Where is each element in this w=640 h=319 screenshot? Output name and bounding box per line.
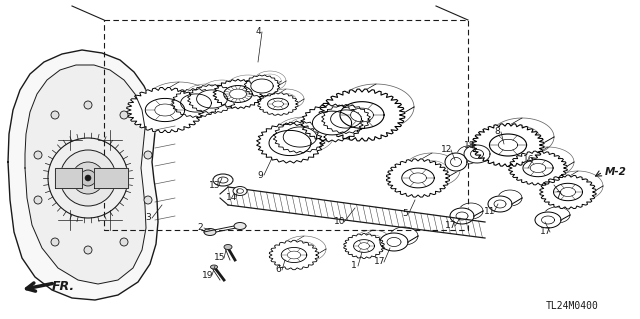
Polygon shape: [322, 104, 371, 134]
Text: FR.: FR.: [52, 280, 75, 293]
Text: 17: 17: [374, 257, 386, 266]
Polygon shape: [244, 75, 280, 97]
Text: 7: 7: [555, 190, 561, 199]
Ellipse shape: [233, 187, 247, 196]
Polygon shape: [464, 145, 490, 163]
Text: 18: 18: [464, 142, 476, 151]
Polygon shape: [380, 233, 408, 251]
Polygon shape: [540, 175, 596, 209]
Polygon shape: [127, 87, 204, 133]
Text: 2: 2: [197, 224, 203, 233]
Circle shape: [34, 196, 42, 204]
Polygon shape: [224, 85, 252, 102]
Text: 15: 15: [214, 254, 226, 263]
Text: 9: 9: [257, 170, 263, 180]
Circle shape: [80, 170, 96, 186]
Text: 6: 6: [275, 265, 281, 275]
Polygon shape: [554, 183, 582, 201]
Polygon shape: [269, 130, 311, 156]
Polygon shape: [319, 89, 405, 141]
Polygon shape: [450, 208, 474, 224]
Polygon shape: [523, 159, 553, 177]
Polygon shape: [269, 240, 319, 270]
Polygon shape: [535, 212, 561, 228]
Text: 12: 12: [442, 145, 452, 154]
Text: 13: 13: [209, 181, 221, 189]
Polygon shape: [188, 85, 236, 114]
Polygon shape: [257, 123, 323, 163]
Polygon shape: [94, 168, 128, 188]
Polygon shape: [258, 93, 298, 115]
Ellipse shape: [211, 265, 218, 269]
Polygon shape: [301, 104, 363, 142]
Polygon shape: [25, 65, 146, 284]
Polygon shape: [402, 168, 435, 188]
Text: 17: 17: [445, 221, 457, 231]
Polygon shape: [488, 196, 512, 212]
Ellipse shape: [234, 222, 246, 229]
Circle shape: [144, 196, 152, 204]
Polygon shape: [331, 110, 362, 128]
Circle shape: [60, 150, 116, 206]
Ellipse shape: [213, 174, 233, 186]
Polygon shape: [509, 151, 567, 185]
Polygon shape: [180, 94, 211, 112]
Polygon shape: [344, 234, 384, 258]
Polygon shape: [172, 89, 220, 117]
Polygon shape: [8, 50, 158, 300]
Circle shape: [34, 151, 42, 159]
Ellipse shape: [224, 244, 232, 249]
Polygon shape: [340, 102, 384, 128]
Polygon shape: [145, 98, 185, 122]
Polygon shape: [445, 153, 467, 171]
Text: 1: 1: [351, 262, 357, 271]
Circle shape: [51, 111, 59, 119]
Text: 3: 3: [145, 213, 151, 222]
Text: 16: 16: [524, 155, 535, 165]
Polygon shape: [284, 127, 317, 147]
Circle shape: [72, 162, 104, 194]
Polygon shape: [268, 98, 289, 110]
Circle shape: [120, 238, 128, 246]
Text: 19: 19: [202, 271, 214, 279]
Circle shape: [85, 175, 91, 181]
Text: 4: 4: [255, 27, 261, 36]
Circle shape: [144, 151, 152, 159]
Circle shape: [120, 111, 128, 119]
Polygon shape: [490, 134, 527, 156]
Text: 8: 8: [494, 128, 500, 137]
Polygon shape: [387, 159, 449, 197]
Polygon shape: [281, 248, 307, 263]
Polygon shape: [273, 121, 326, 153]
Polygon shape: [213, 79, 263, 109]
Polygon shape: [353, 240, 374, 252]
Circle shape: [84, 101, 92, 109]
Text: TL24M0400: TL24M0400: [545, 301, 598, 311]
Text: 14: 14: [227, 192, 237, 202]
Circle shape: [51, 238, 59, 246]
Polygon shape: [312, 111, 351, 135]
Polygon shape: [251, 79, 273, 93]
Polygon shape: [55, 168, 82, 188]
Ellipse shape: [204, 228, 216, 235]
Text: 17: 17: [540, 227, 552, 236]
Text: 10: 10: [334, 218, 346, 226]
Polygon shape: [472, 123, 544, 167]
Circle shape: [84, 246, 92, 254]
Text: 11: 11: [484, 207, 496, 217]
Polygon shape: [196, 90, 227, 108]
Text: 5: 5: [402, 209, 408, 218]
Text: M-2: M-2: [605, 167, 627, 177]
